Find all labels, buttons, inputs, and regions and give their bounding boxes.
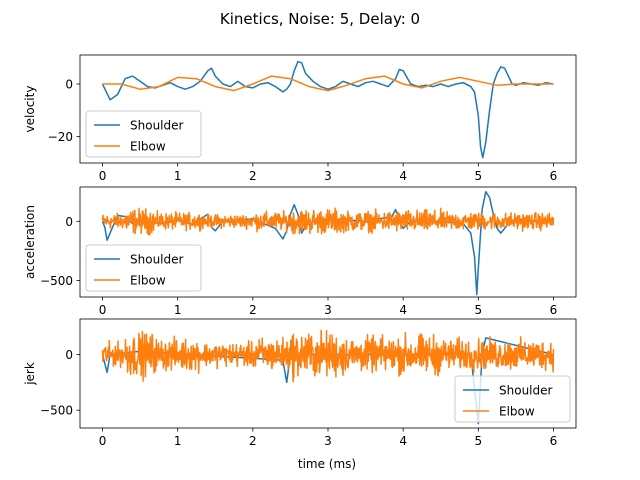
x-tick-label: 5 [474,303,482,317]
x-tick-label: 3 [324,303,332,317]
series-line-elbow [101,207,555,236]
y-tick-label: −500 [40,404,73,418]
legend-label-elbow: Elbow [130,274,166,288]
y-tick-label: −20 [48,130,73,144]
x-tick-label: 6 [550,169,558,183]
y-tick-label: 0 [65,77,73,91]
legend-label-elbow: Elbow [130,140,166,154]
x-tick-label: 0 [99,434,107,448]
x-tick-label: 2 [249,169,257,183]
x-tick-label: 1 [174,169,182,183]
x-tick-label: 5 [474,434,482,448]
y-axis-label: acceleration [23,205,37,279]
series-line-shoulder [101,60,554,159]
series-line-elbow [102,75,554,92]
subplot-velocity: 0 1 2 3 4 5 6 0 −20 velocity Shoulder Elbow [23,54,577,183]
x-tick-label: 4 [399,303,407,317]
series-group [101,329,555,425]
x-tick-label: 6 [550,303,558,317]
x-tick-label: 0 [99,169,107,183]
y-tick-label: −500 [40,274,73,288]
x-tick-label: 2 [249,303,257,317]
x-axis-label: time (ms) [298,457,356,471]
y-tick-label: 0 [65,348,73,362]
figure-title: Kinetics, Noise: 5, Delay: 0 [220,10,420,28]
x-tick-label: 0 [99,303,107,317]
x-tick-label: 2 [249,434,257,448]
x-tick-label: 1 [174,303,182,317]
legend-label-shoulder: Shoulder [499,384,553,398]
x-tick-label: 3 [324,434,332,448]
y-tick-label: 0 [65,215,73,229]
legend: Shoulder Elbow [85,110,202,158]
series-group [101,190,555,296]
subplot-jerk: 0 1 2 3 4 5 6 0 −500 jerk Shoulder Elbow [23,318,577,448]
series-line-elbow [101,329,555,383]
legend: Shoulder Elbow [85,244,202,292]
x-tick-label: 5 [474,169,482,183]
legend: Shoulder Elbow [454,375,571,423]
x-tick-label: 1 [174,434,182,448]
y-axis-label: velocity [23,86,37,133]
legend-label-shoulder: Shoulder [130,119,184,133]
legend-label-shoulder: Shoulder [130,253,184,267]
x-tick-label: 4 [399,169,407,183]
x-tick-label: 4 [399,434,407,448]
x-tick-label: 3 [324,169,332,183]
series-group [101,60,554,159]
y-axis-label: jerk [23,362,37,386]
x-tick-label: 6 [550,434,558,448]
legend-label-elbow: Elbow [499,405,535,419]
